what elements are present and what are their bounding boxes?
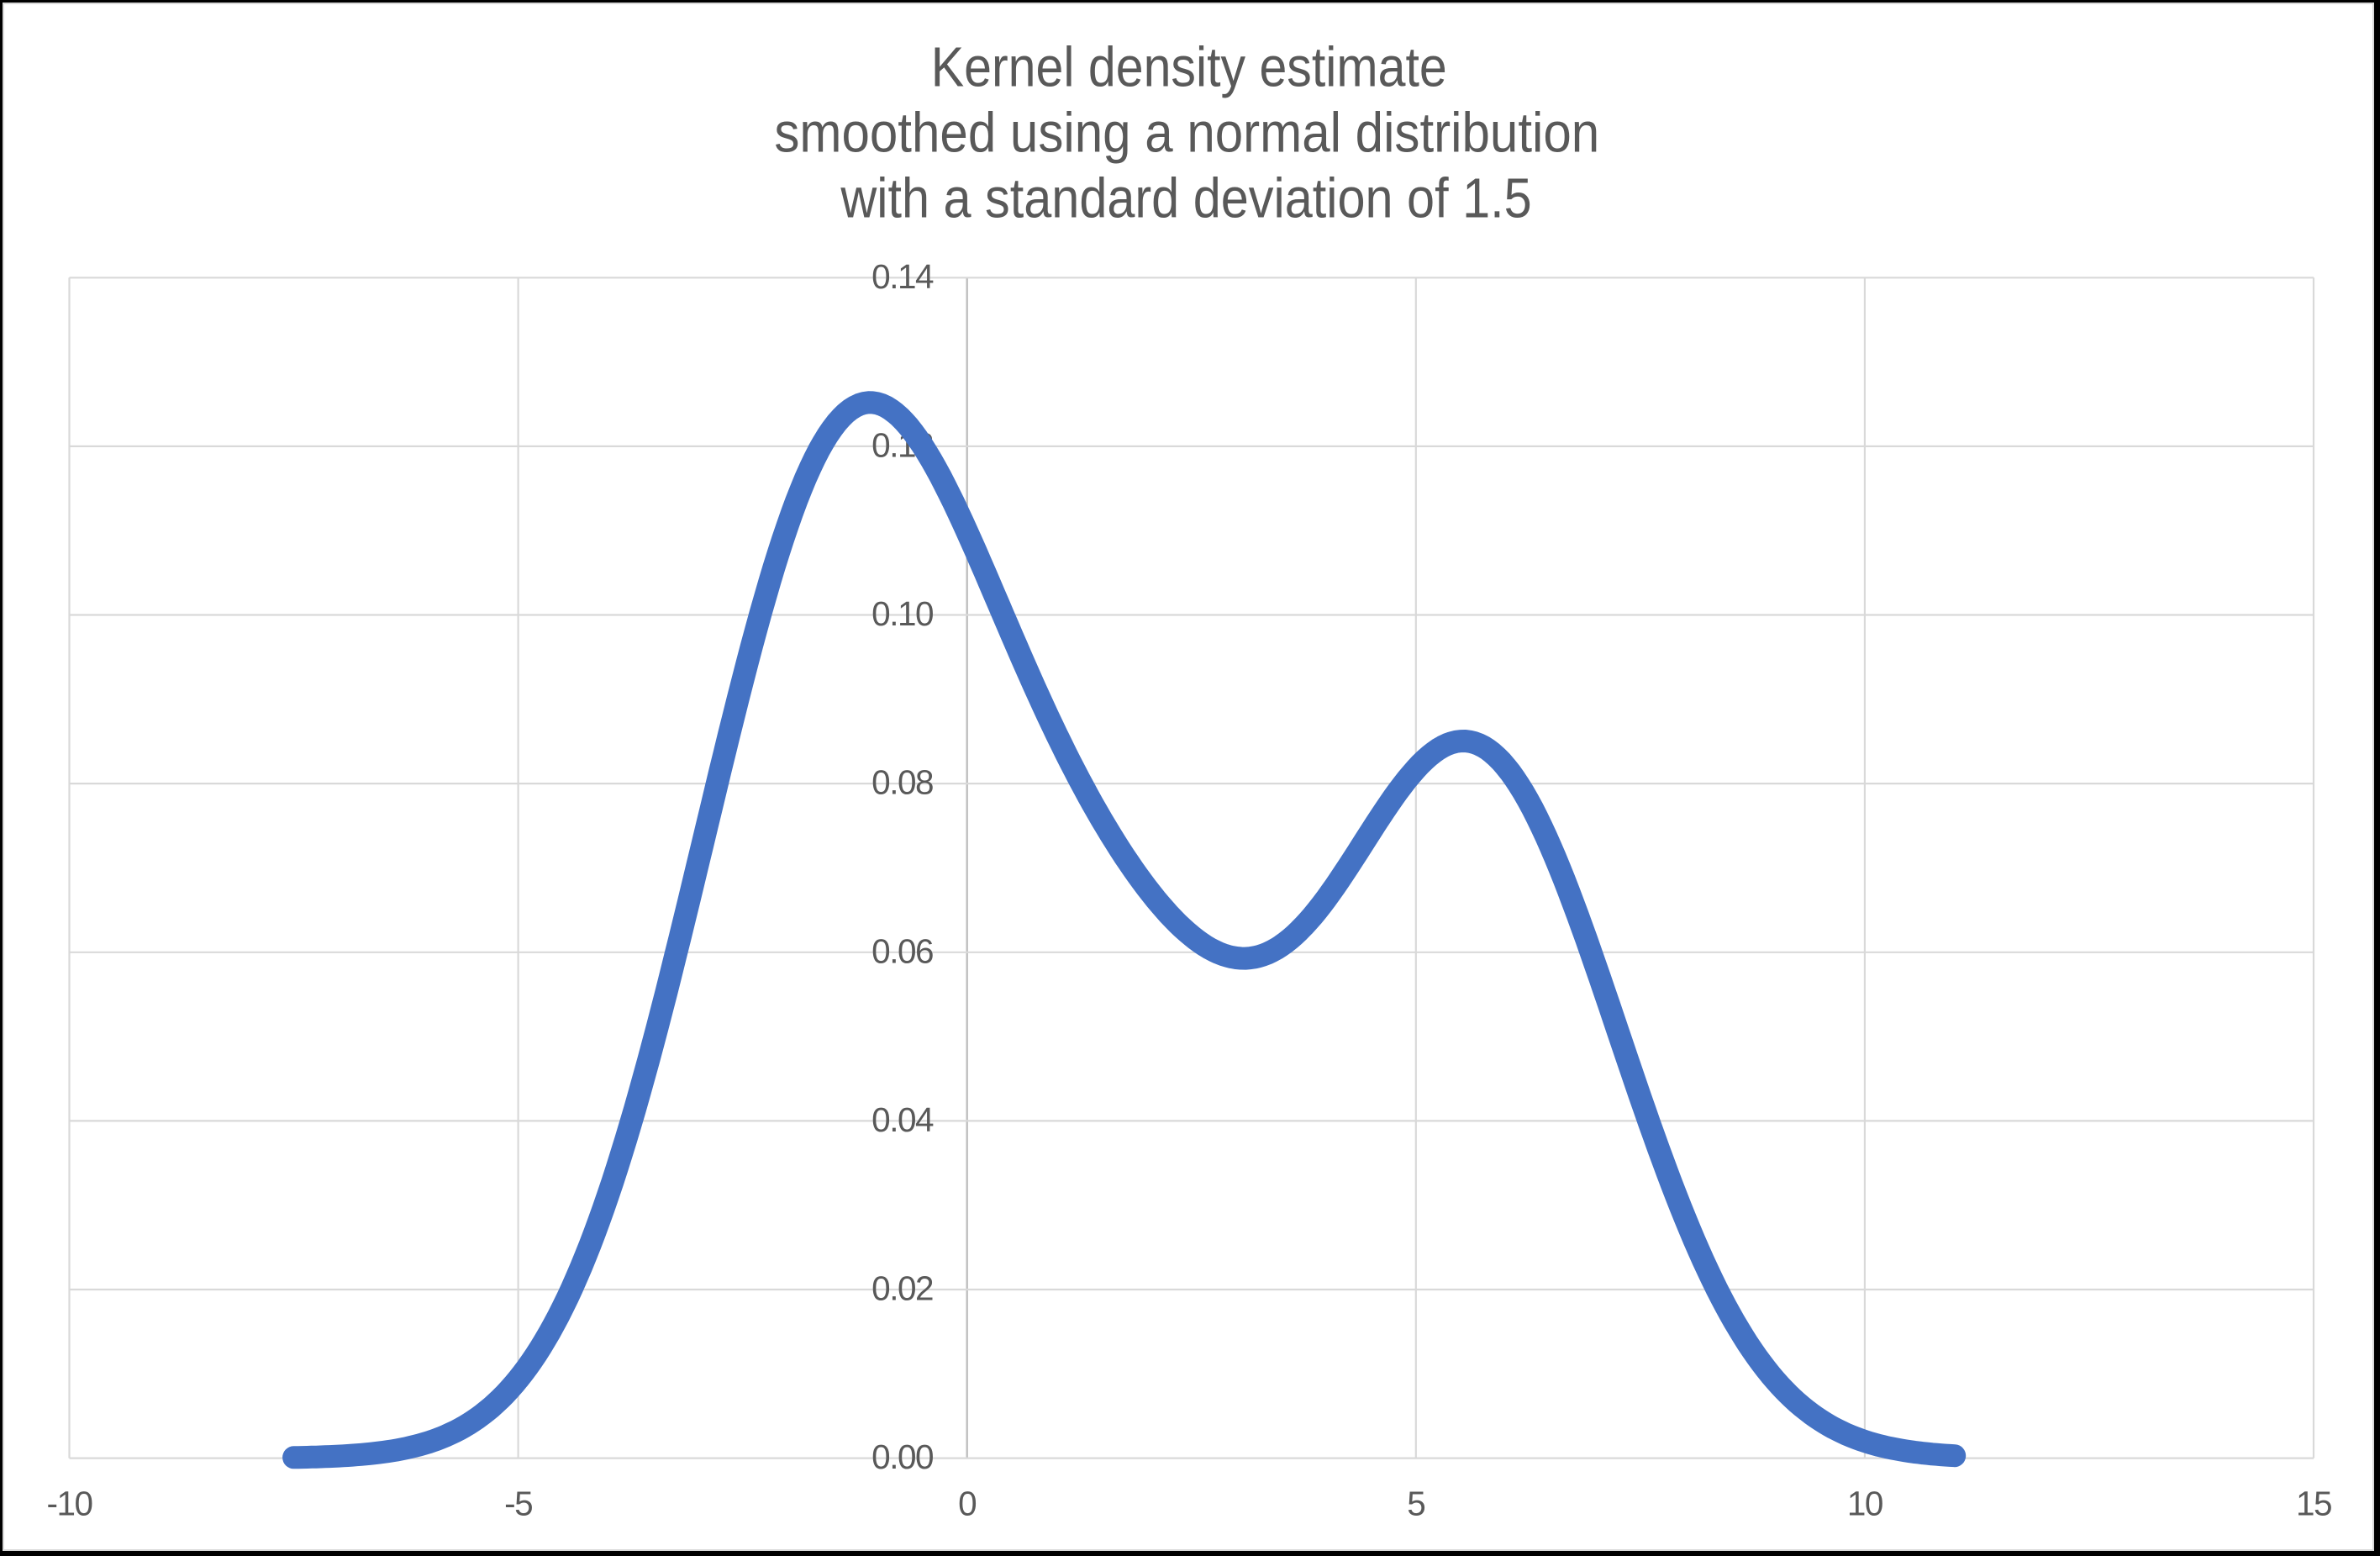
svg-text:15: 15 <box>2296 1485 2331 1523</box>
svg-text:0.04: 0.04 <box>871 1100 934 1139</box>
svg-text:-5: -5 <box>504 1485 532 1523</box>
svg-text:with a standard deviation of 1: with a standard deviation of 1.5 <box>840 167 1531 229</box>
svg-text:0.10: 0.10 <box>871 594 933 633</box>
svg-text:0.02: 0.02 <box>871 1269 933 1308</box>
svg-text:0.08: 0.08 <box>871 763 933 802</box>
svg-text:-10: -10 <box>46 1485 92 1523</box>
svg-text:5: 5 <box>1407 1485 1424 1523</box>
svg-text:0.14: 0.14 <box>871 257 934 296</box>
svg-text:0: 0 <box>958 1485 976 1523</box>
svg-text:Kernel density estimate: Kernel density estimate <box>931 36 1447 98</box>
svg-text:0.00: 0.00 <box>871 1437 933 1476</box>
svg-text:10: 10 <box>1847 1485 1882 1523</box>
svg-text:0.06: 0.06 <box>871 931 933 970</box>
svg-text:smoothed using a normal distri: smoothed using a normal distribution <box>774 101 1599 164</box>
